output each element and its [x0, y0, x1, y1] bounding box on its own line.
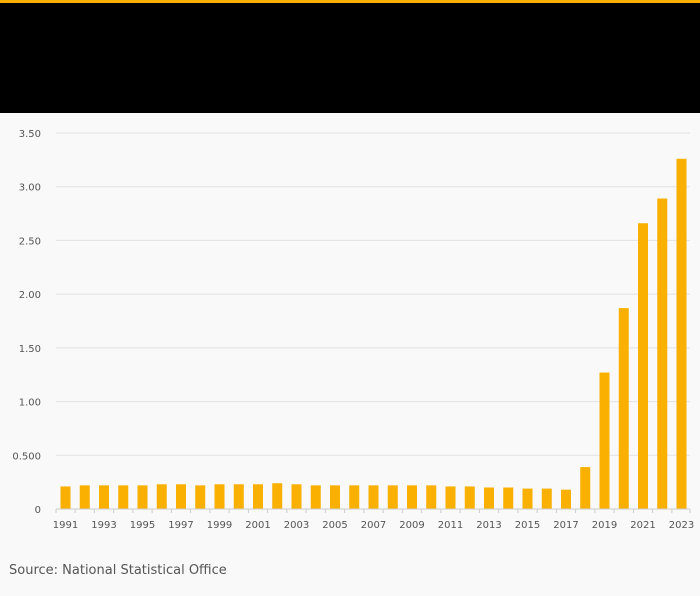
bar-2021: [638, 223, 648, 509]
bar-1997: [176, 484, 186, 509]
bar-2008: [387, 485, 398, 509]
bar-2004: [310, 485, 321, 509]
bar-1993: [99, 485, 109, 509]
x-axis: [55, 508, 691, 513]
bar-1998: [195, 485, 206, 509]
bar-2020: [618, 308, 629, 509]
y-tick-label: 0.500: [12, 451, 41, 462]
x-tick-label: 2019: [592, 520, 617, 531]
top-accent-bar: [0, 0, 700, 3]
x-tick-label: 2007: [361, 520, 386, 531]
x-tick-label: 2005: [322, 520, 347, 531]
bar-2007: [368, 485, 379, 509]
bar-2001: [253, 484, 263, 509]
bar-2010: [426, 485, 437, 509]
bar-2023: [676, 158, 687, 510]
bar-2017: [561, 489, 571, 509]
bar-2015: [522, 488, 533, 509]
bar-1999: [214, 484, 225, 509]
x-tick-label: 1995: [130, 520, 155, 531]
bar-2003: [291, 484, 302, 509]
bar-2022: [657, 198, 668, 509]
bar-2005: [330, 485, 340, 509]
y-tick-label: 0: [35, 505, 41, 516]
x-tick-label: 1999: [207, 520, 232, 531]
bar-2016: [541, 488, 552, 509]
x-tick-label: 2009: [399, 520, 424, 531]
gridlines: [56, 132, 690, 456]
x-tick-label: 2001: [245, 520, 270, 531]
bar-2002: [272, 483, 283, 509]
bar-1994: [118, 485, 129, 509]
x-tick-label: 1993: [91, 520, 116, 531]
bar-1996: [156, 484, 167, 509]
y-tick-label: 2.00: [19, 290, 41, 301]
bar-2009: [407, 485, 417, 509]
source-note: Source: National Statistical Office: [9, 563, 227, 578]
y-tick-label: 3.50: [19, 129, 41, 140]
bar-2013: [484, 487, 494, 509]
x-tick-label: 1997: [168, 520, 193, 531]
bar-2019: [599, 372, 610, 509]
x-axis-labels: 1991 1993 1995 1997 1999 2001 2003 2005 2007 2009…: [53, 520, 694, 531]
y-tick-label: 3.00: [19, 183, 41, 194]
x-tick-label: 2003: [284, 520, 309, 531]
x-tick-label: 2013: [476, 520, 501, 531]
bar-2018: [580, 467, 591, 509]
y-tick-label: 1.50: [19, 344, 41, 355]
bar-2000: [233, 484, 244, 509]
x-tick-label: 2023: [669, 520, 694, 531]
header-band: [0, 3, 700, 113]
bar-2006: [349, 485, 360, 509]
bar-1991: [60, 486, 71, 509]
bar-1995: [137, 485, 148, 509]
x-tick-label: 2017: [553, 520, 578, 531]
bar-2012: [464, 486, 475, 509]
y-tick-label: 2.50: [19, 236, 41, 247]
bars: [60, 158, 687, 510]
x-tick-label: 2015: [515, 520, 540, 531]
bar-1992: [79, 485, 90, 509]
x-tick-label: 1991: [53, 520, 78, 531]
bar-2014: [503, 487, 514, 509]
x-tick-label: 2011: [438, 520, 463, 531]
y-axis-labels: 0 0.500 1.00 1.50 2.00 2.50 3.00 3.50: [12, 129, 41, 516]
x-tick-label: 2021: [630, 520, 655, 531]
bar-2011: [445, 486, 456, 509]
y-tick-label: 1.00: [19, 398, 41, 409]
